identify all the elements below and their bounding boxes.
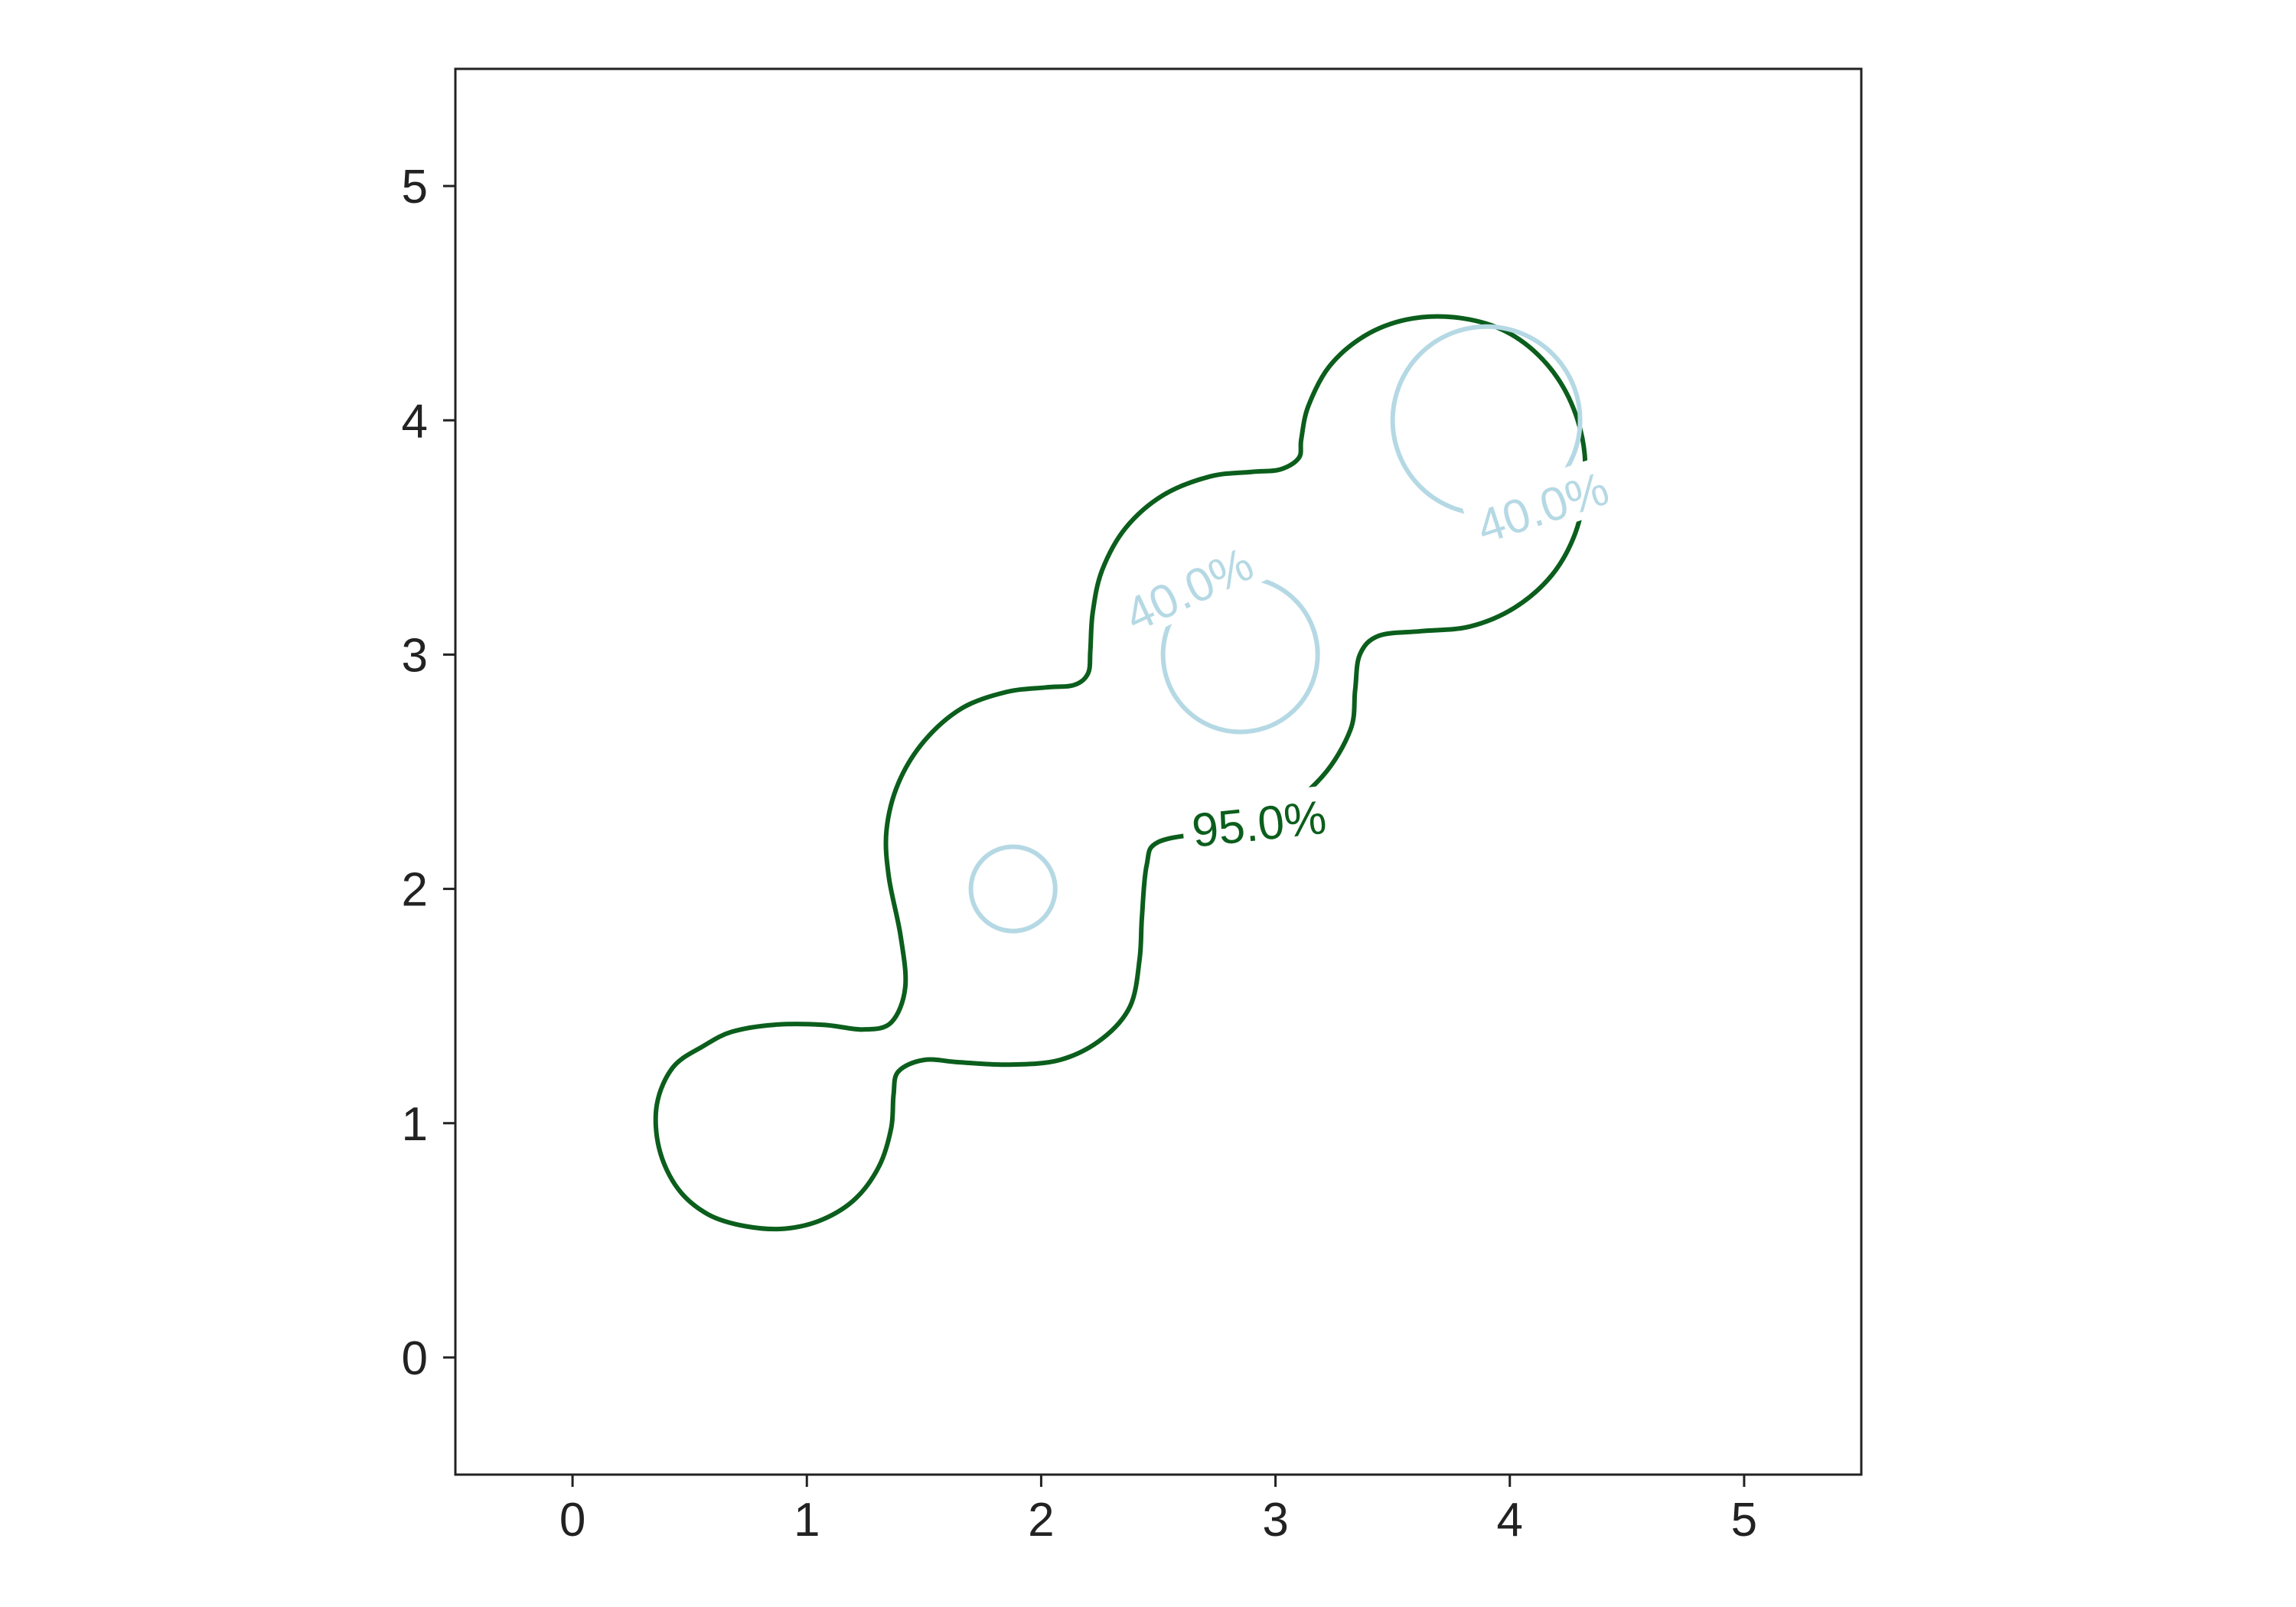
contour-line-950-region-0 — [653, 314, 1588, 1232]
y-tick-label: 2 — [402, 864, 428, 917]
x-tick-label: 5 — [1731, 1494, 1757, 1547]
axes: 0 1 2 3 4 5 0 1 2 3 4 5 — [402, 161, 1758, 1547]
y-tick-label: 3 — [402, 629, 428, 682]
y-tick-label: 1 — [402, 1098, 428, 1151]
x-tick-label: 1 — [794, 1494, 820, 1547]
contour-label-backdrop — [1179, 784, 1338, 856]
contour-label-backdrop — [1106, 529, 1269, 644]
plot-frame — [454, 67, 1863, 1476]
y-tick-label: 4 — [402, 395, 428, 448]
contour-label-backdrop — [1460, 454, 1623, 554]
contour-labels: 95.0%40.0%40.0% — [1106, 454, 1623, 858]
contour-lines — [653, 314, 1588, 1232]
y-tick-label: 0 — [402, 1332, 428, 1385]
contour-line-400-region-0 — [968, 844, 1058, 934]
x-tick-label: 2 — [1028, 1494, 1054, 1547]
plot-frame — [454, 67, 1863, 1476]
y-tick-label: 5 — [402, 161, 428, 214]
x-tick-label: 4 — [1497, 1494, 1523, 1547]
x-tick-label: 0 — [559, 1494, 585, 1547]
x-tick-label: 3 — [1262, 1494, 1288, 1547]
contour-label-400-0: 40.0% — [1117, 538, 1262, 643]
